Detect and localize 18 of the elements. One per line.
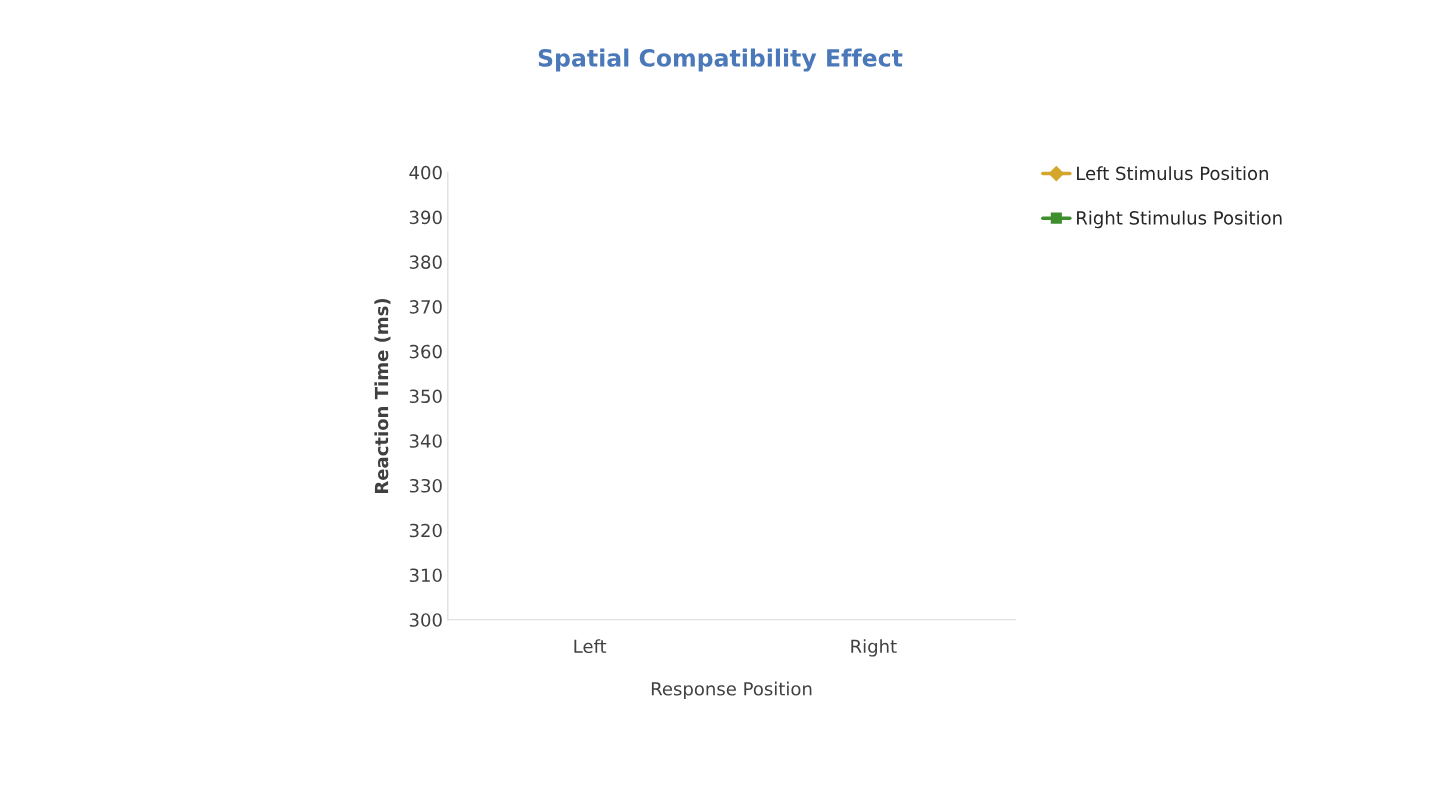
y-tick-label: 380 xyxy=(409,255,442,269)
y-tick-label: 330 xyxy=(409,478,442,493)
y-tick-label: 340 xyxy=(409,434,442,448)
chart-title: Spatial Compatibility Effect xyxy=(538,48,903,72)
x-tick-label: Left xyxy=(574,639,607,654)
y-tick-label: 320 xyxy=(409,523,442,538)
y-tick-label: 360 xyxy=(409,344,442,359)
y-tick-label: 350 xyxy=(409,389,442,404)
y-axis-title: Reaction Time (ms) xyxy=(374,298,391,494)
y-tick-label: 400 xyxy=(409,165,442,180)
legend-label: Left Stimulus Position xyxy=(1077,166,1268,181)
legend-label: Right Stimulus Position xyxy=(1077,210,1282,229)
x-tick-label: Right xyxy=(851,639,897,657)
y-tick-label: 370 xyxy=(409,299,442,314)
y-tick-label: 300 xyxy=(409,613,442,627)
y-tick-label: 390 xyxy=(409,210,442,225)
x-axis-title: Response Position xyxy=(651,681,812,700)
y-tick-label: 310 xyxy=(409,568,442,583)
